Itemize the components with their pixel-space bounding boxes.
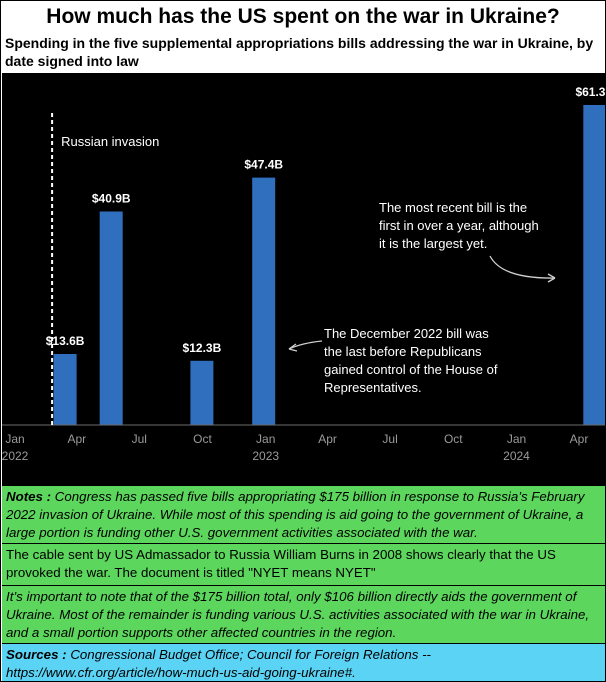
arrow-head-december (288, 343, 298, 352)
important-box: It’s important to note that of the $175 … (2, 585, 605, 643)
x-tick-label-2: Jul (132, 432, 147, 446)
bar-label-1: $40.9B (92, 192, 131, 206)
bar-1 (99, 211, 123, 425)
bar-label-4: $61.3B (575, 85, 605, 99)
sources-text: Congressional Budget Office; Council for… (6, 647, 431, 680)
bar-4 (583, 105, 605, 425)
annotation-0-line-1: the last before Republicans (324, 344, 482, 359)
annotations-group: The December 2022 bill was the last befor… (324, 200, 539, 395)
x-tick-label-6: Jul (382, 432, 397, 446)
annotation-0-line-2: gained control of the House of (324, 362, 498, 377)
x-tick-label-1: Apr (67, 432, 86, 446)
annotation-1-line-1: first in over a year, although (379, 218, 539, 233)
bar-label-3: $47.4B (244, 158, 283, 172)
chart-subtitle: Spending in the five supplemental approp… (5, 35, 594, 69)
notes-label: Notes (6, 489, 43, 504)
notes-colon: : (42, 489, 55, 504)
bar-label-0: $13.6B (46, 334, 85, 348)
x-tick-label-4: Jan (256, 432, 275, 446)
sources-label: Sources (6, 647, 59, 662)
x-tick-label-7: Oct (444, 432, 463, 446)
sources-colon: : (58, 647, 71, 662)
annotation-arrow-recent (489, 255, 556, 279)
invasion-label: Russian invasion (61, 134, 159, 149)
x-tick-year-4: 2023 (252, 449, 279, 463)
bar-chart: $13.6B $40.9B $12.3B $47.4B $61.3B Russian i… (2, 73, 605, 485)
annotation-0-line-0: The December 2022 bill was (324, 326, 489, 341)
cable-text: The cable sent by US Admassador to Russi… (6, 547, 556, 580)
bar-2 (190, 360, 214, 425)
x-tick-label-5: Apr (318, 432, 337, 446)
bar-label-2: $12.3B (183, 341, 222, 355)
x-tick-label-3: Oct (193, 432, 212, 446)
page-title: How much has the US spent on the war in … (46, 5, 560, 28)
x-ticks-group: Jan 2022 Apr Jul Oct Jan 2023 Apr Jul Oct Jan 2024 A… (2, 432, 588, 463)
notes-box: Notes : Congress has passed five bills a… (2, 485, 605, 543)
x-tick-label-9: Apr (570, 432, 589, 446)
cable-box: The cable sent by US Admassador to Russi… (2, 543, 605, 585)
notes-text: Congress has passed five bills appropria… (6, 489, 585, 540)
annotation-1-line-0: The most recent bill is the (379, 200, 527, 215)
chart-svg: $13.6B $40.9B $12.3B $47.4B $61.3B Russian i… (2, 85, 605, 463)
x-tick-year-0: 2022 (2, 449, 29, 463)
bars-group (53, 105, 605, 425)
important-text: It’s important to note that of the $175 … (6, 589, 590, 640)
annotation-1-line-2: it is the largest yet. (379, 236, 487, 251)
x-tick-label-0: Jan (5, 432, 24, 446)
x-tick-year-8: 2024 (503, 449, 530, 463)
bar-3 (252, 177, 276, 425)
x-tick-label-8: Jan (507, 432, 526, 446)
arrow-head-recent (547, 273, 556, 283)
bar-labels-group: $13.6B $40.9B $12.3B $47.4B $61.3B (46, 85, 605, 355)
bar-0 (53, 354, 77, 425)
annotation-0-line-3: Representatives. (324, 380, 422, 395)
sources-box: Sources : Congressional Budget Office; C… (2, 643, 605, 681)
